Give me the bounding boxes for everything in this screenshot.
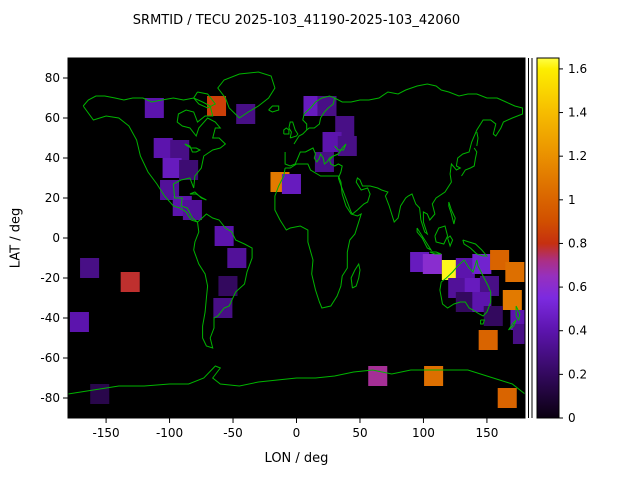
colorbar-tick-label: 1.2: [568, 149, 587, 163]
tec-cell: [479, 276, 499, 296]
tec-cell: [80, 258, 100, 278]
y-tick-label: -60: [40, 351, 60, 365]
coastline: [288, 121, 299, 139]
coastline: [284, 143, 347, 167]
coastline: [274, 163, 363, 309]
tec-cell: [322, 132, 342, 152]
y-tick-label: -80: [40, 391, 60, 405]
coastline: [447, 235, 454, 248]
tec-cell: [218, 276, 238, 296]
coastline: [328, 83, 523, 236]
coastline: [476, 131, 479, 147]
coastline: [462, 239, 488, 257]
tec-cell: [455, 258, 475, 278]
coastline: [184, 143, 202, 153]
colorbar-tick-label: 0.4: [568, 324, 587, 338]
tec-cell: [478, 330, 498, 350]
tec-cell: [490, 250, 510, 270]
coastline: [429, 251, 442, 255]
coastline: [268, 105, 280, 113]
x-tick-label: 150: [475, 426, 498, 440]
colorbar-tick-label: 0.8: [568, 236, 587, 250]
tec-cell: [502, 290, 522, 310]
coastline: [283, 127, 290, 135]
tec-cell: [497, 388, 517, 408]
coastline: [193, 213, 253, 349]
y-tick-label: 80: [45, 71, 60, 85]
colorbar-frame: [536, 57, 560, 419]
colorbar: [537, 58, 559, 418]
axis-ticks: [63, 77, 488, 423]
x-tick-label: 0: [293, 426, 301, 440]
x-tick-label: 100: [412, 426, 435, 440]
tec-cell: [505, 262, 525, 282]
coastline: [480, 319, 486, 325]
coastline: [461, 147, 478, 177]
coastline: [193, 91, 217, 109]
coastlines: [68, 71, 525, 395]
colorbar-ticks: [559, 68, 563, 419]
tec-cell: [422, 254, 442, 274]
tec-cell: [337, 136, 357, 156]
colorbar-tick-label: 0.6: [568, 280, 587, 294]
x-tick-label: -50: [223, 426, 243, 440]
y-tick-label: 40: [45, 151, 60, 165]
tec-cell: [424, 366, 444, 386]
colorbar-tick-label: 1: [568, 193, 576, 207]
colorbar-tick-label: 0.2: [568, 367, 587, 381]
coastline: [82, 95, 227, 223]
tec-cell: [144, 98, 164, 118]
x-axis-label: LON / deg: [264, 451, 329, 466]
tec-cell: [170, 140, 190, 160]
coastline: [448, 201, 456, 225]
map-background: [68, 58, 525, 418]
coastline: [350, 262, 361, 289]
colorbar-tick-label: 1.6: [568, 62, 587, 76]
chart-title: SRMTID / TECU 2025-103_41190-2025-103_42…: [132, 13, 461, 28]
x-tick-label: -100: [156, 426, 183, 440]
coastline: [508, 319, 517, 331]
coastline: [293, 129, 308, 145]
coastline: [439, 259, 492, 317]
axis-tick-labels: -150 -100 -50 0 50 100 150 80 60 40 20 0 -20 -40 -60 -8…: [40, 71, 498, 440]
tec-cell: [317, 96, 337, 116]
tec-cell: [213, 298, 233, 318]
tec-cell: [69, 312, 89, 332]
y-tick-label: 60: [45, 111, 60, 125]
coastline: [515, 305, 521, 322]
tec-cell: [214, 226, 234, 246]
tec-cell: [483, 306, 503, 326]
y-tick-label: -20: [40, 271, 60, 285]
coastline: [416, 227, 433, 252]
tec-cell: [368, 366, 388, 386]
tec-cell: [512, 324, 525, 344]
tec-cell: [335, 116, 355, 136]
tec-cell: [281, 174, 301, 194]
coastline: [68, 365, 525, 395]
tec-cell: [227, 248, 247, 268]
tec-cell: [153, 138, 173, 158]
coastline: [434, 225, 449, 245]
colorbar-tick-labels: 0 0.2 0.4 0.6 0.8 1 1.2 1.4 1.6: [568, 62, 587, 425]
y-tick-label: 20: [45, 191, 60, 205]
tec-cell: [120, 272, 140, 292]
colorbar-tick-label: 1.4: [568, 106, 587, 120]
coastline: [217, 71, 276, 119]
x-tick-label: -150: [92, 426, 119, 440]
coastline: [189, 191, 207, 201]
tec-cell: [179, 160, 199, 180]
y-tick-label: -40: [40, 311, 60, 325]
tec-cell: [472, 254, 492, 274]
x-tick-label: 50: [352, 426, 367, 440]
colorbar-tick-label: 0: [568, 411, 576, 425]
tec-cell: [90, 384, 110, 404]
y-tick-label: 0: [52, 231, 60, 245]
tec-cell: [162, 158, 182, 178]
